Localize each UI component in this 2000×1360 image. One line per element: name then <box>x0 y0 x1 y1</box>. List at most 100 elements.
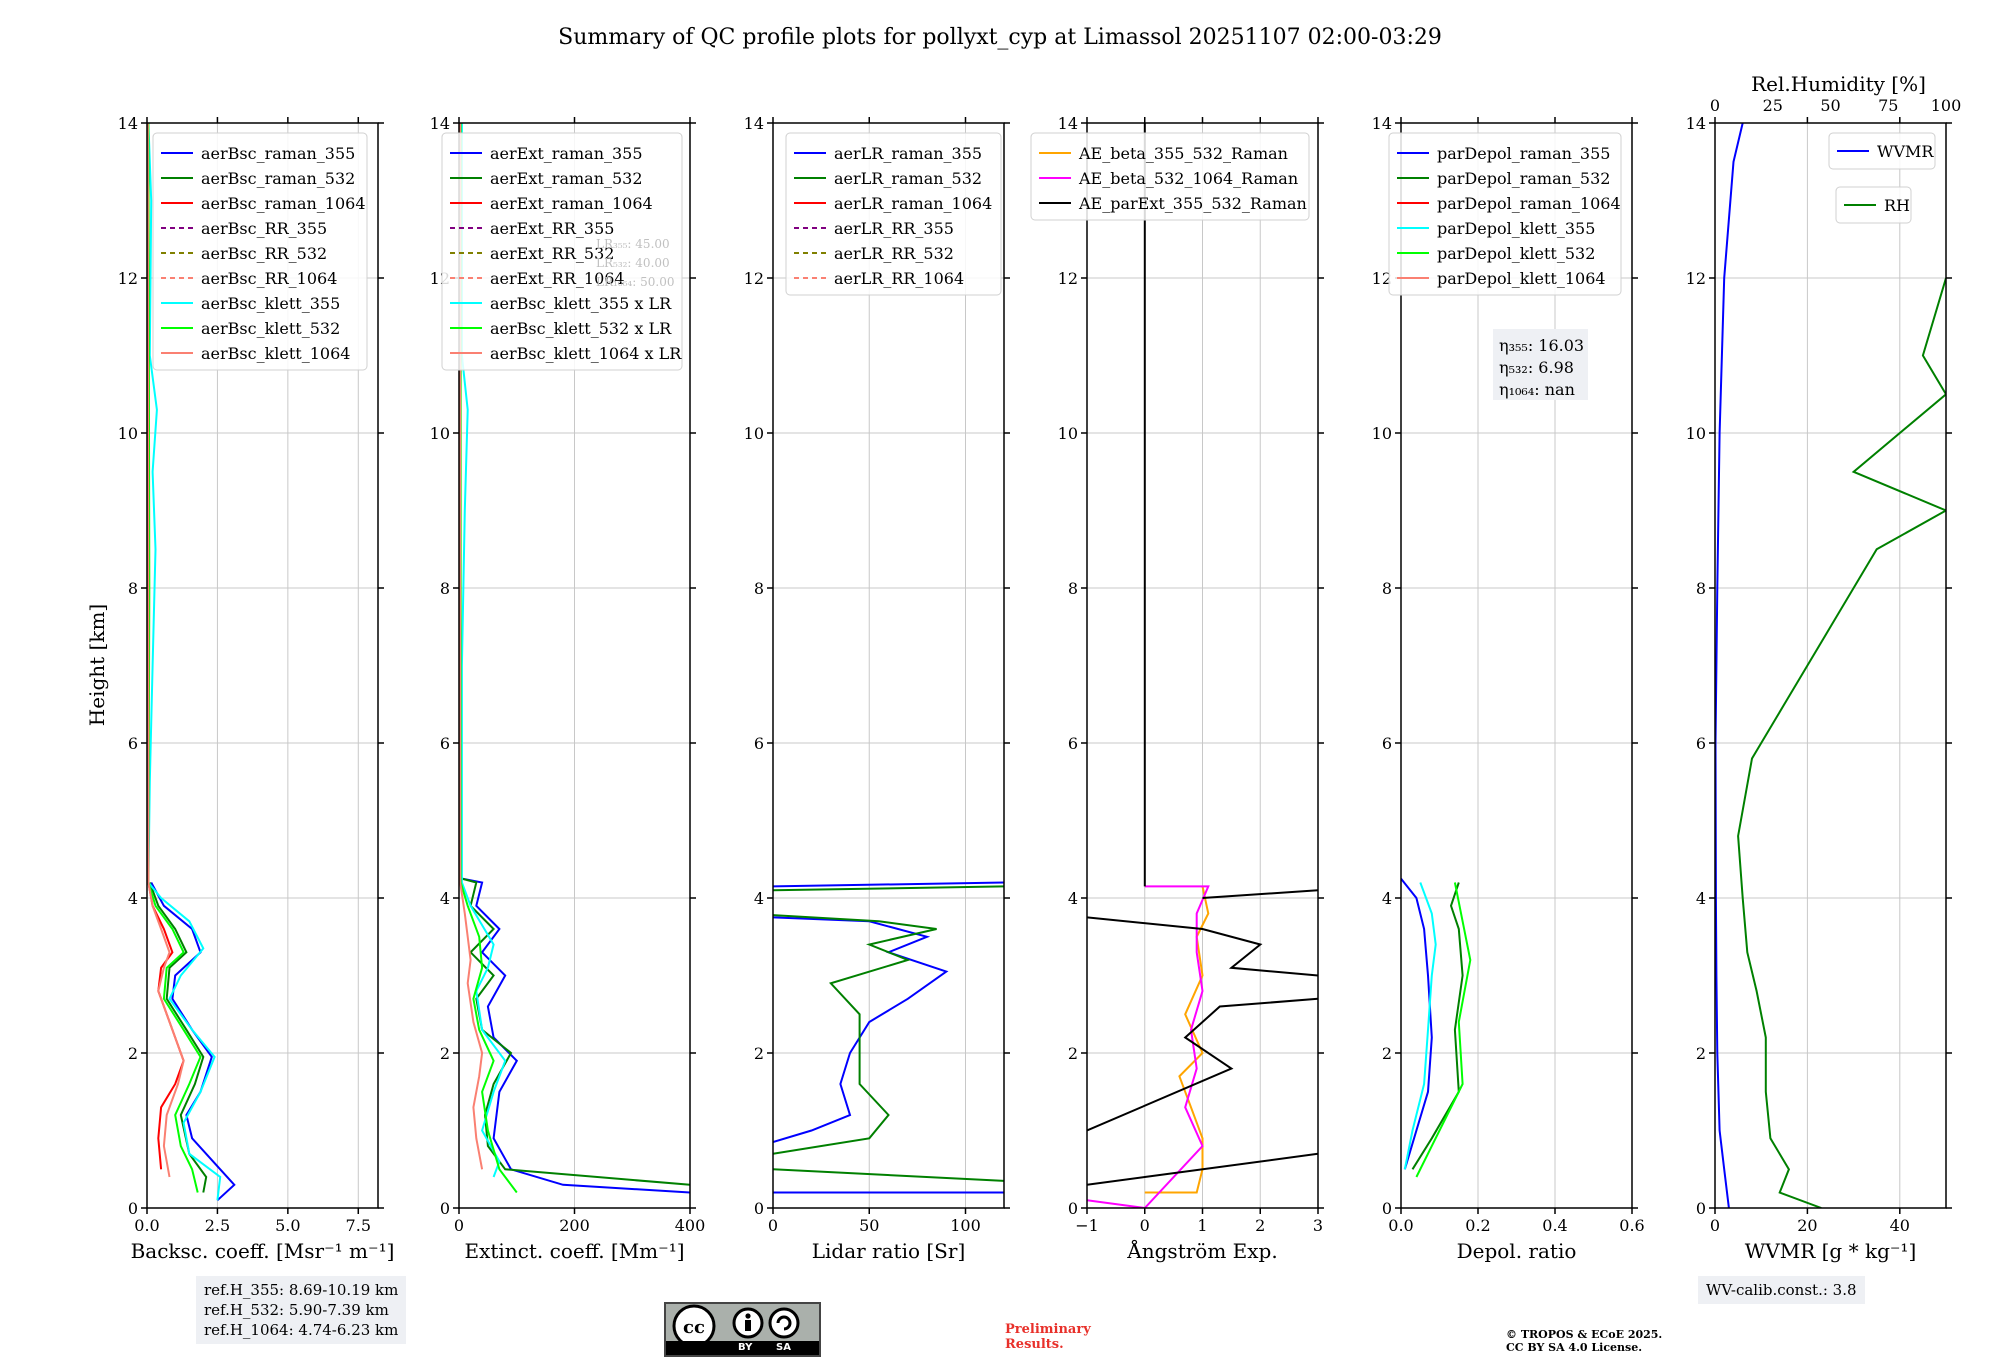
y-tick-label: 4 <box>1068 889 1078 908</box>
legend-label: aerExt_RR_355 <box>490 219 614 238</box>
y-tick-label: 6 <box>440 734 450 753</box>
legend-label: parDepol_raman_355 <box>1437 144 1610 163</box>
y-tick-label: 12 <box>1372 269 1392 288</box>
top-x-axis-label: Rel.Humidity [%] <box>1751 72 1926 96</box>
x-tick-label: 20 <box>1797 1216 1817 1235</box>
y-tick-label: 6 <box>128 734 138 753</box>
legend-label: aerBsc_raman_532 <box>201 169 355 188</box>
y-tick-label: 8 <box>1696 579 1706 598</box>
series-line-aerLR_raman_355_top <box>773 881 1004 888</box>
axes-frame-wv <box>1714 122 1947 1209</box>
y-tick-label: 6 <box>1696 734 1706 753</box>
svg-text:cc: cc <box>683 1317 705 1338</box>
top-x-tick-label: 25 <box>1763 96 1783 115</box>
y-axis-label: Height [km] <box>85 604 109 726</box>
legend-label: aerBsc_raman_355 <box>201 144 355 163</box>
grid-wv <box>1714 122 1946 1209</box>
legend-box <box>152 132 368 371</box>
series-line-aerBsc_klett_1064 x LR <box>459 123 484 1170</box>
y-tick-label: 14 <box>1058 114 1078 133</box>
y-tick-label: 12 <box>118 269 138 288</box>
series-line-WVMR <box>1715 123 1744 1208</box>
grid-ae <box>1086 122 1319 1209</box>
x-tick-label: 40 <box>1890 1216 1910 1235</box>
copyright-note: © TROPOS & ECoE 2025. CC BY SA 4.0 Licen… <box>1506 1328 1662 1354</box>
axes-frame-lr <box>772 122 1005 1209</box>
legend-label: parDepol_klett_532 <box>1437 244 1595 263</box>
x-tick-label: 3 <box>1313 1216 1323 1235</box>
x-tick-label: 2.5 <box>205 1216 230 1235</box>
y-tick-label: 10 <box>118 424 138 443</box>
y-tick-label: 14 <box>118 114 138 133</box>
depol-annotation-text: η₅₃₂: 6.98 <box>1499 358 1574 377</box>
x-axis-label-wv: WVMR [g * kg⁻¹] <box>1745 1239 1917 1263</box>
legend-label: AE_beta_355_532_Raman <box>1078 144 1288 163</box>
legend-label: aerBsc_klett_532 <box>201 319 340 338</box>
legend-label: AE_beta_532_1064_Raman <box>1078 169 1298 188</box>
x-tick-label: 400 <box>675 1216 706 1235</box>
legend-label: aerLR_RR_1064 <box>834 269 964 288</box>
y-tick-label: 12 <box>1686 269 1706 288</box>
legend-label: aerLR_RR_532 <box>834 244 954 263</box>
legend-box <box>785 132 1002 296</box>
legend-label: aerLR_RR_355 <box>834 219 954 238</box>
figure-title: Summary of QC profile plots for pollyxt_… <box>558 25 1442 50</box>
series-line-AE_parExt_up <box>1087 916 1318 977</box>
x-tick-label: 0 <box>1140 1216 1150 1235</box>
legend-box <box>1828 132 1936 170</box>
x-tick-label: 2 <box>1255 1216 1265 1235</box>
axes-frame-depol <box>1400 122 1633 1209</box>
y-tick-label: 0 <box>440 1199 450 1218</box>
series-line-aerBsc_raman_355 <box>150 882 236 1202</box>
depol-annotation-box <box>1493 329 1588 400</box>
legend-label: aerBsc_RR_532 <box>201 244 327 263</box>
x-axis-label-ext: Extinct. coeff. [Mm⁻¹] <box>464 1239 684 1263</box>
x-tick-label: 0.6 <box>1619 1216 1644 1235</box>
legend-label: aerLR_raman_532 <box>834 169 982 188</box>
y-tick-label: 0 <box>128 1199 138 1218</box>
legend-label: aerBsc_klett_355 <box>201 294 340 313</box>
x-axis-label-bsc: Backsc. coeff. [Msr⁻¹ m⁻¹] <box>131 1239 395 1263</box>
series-line-parDepol_raman_355 <box>1401 877 1433 1170</box>
series-group-ext <box>459 123 690 1194</box>
series-group-lr <box>773 881 1004 1194</box>
series-line-parDepol_raman_532 <box>1411 882 1464 1170</box>
legend-label: aerExt_raman_532 <box>490 169 643 188</box>
x-axis-label-depol: Depol. ratio <box>1457 1239 1577 1263</box>
x-tick-label: 200 <box>559 1216 590 1235</box>
legend-label: aerExt_RR_1064 <box>490 269 625 288</box>
y-tick-label: 14 <box>1686 114 1706 133</box>
legend-label: RH <box>1884 196 1910 215</box>
y-tick-label: 2 <box>440 1044 450 1063</box>
x-tick-label: 0 <box>454 1216 464 1235</box>
legend-ae: AE_beta_355_532_Raman AE_beta_532_1064_Ra… <box>1030 132 1310 221</box>
series-line-aerBsc_klett_532 x LR <box>459 123 518 1194</box>
y-tick-label: 8 <box>1068 579 1078 598</box>
series-line-parDepol_klett_355 <box>1403 882 1437 1170</box>
y-tick-label: 2 <box>754 1044 764 1063</box>
top-x-tick-label: 50 <box>1820 96 1840 115</box>
legend-label: aerLR_raman_355 <box>834 144 982 163</box>
y-tick-label: 8 <box>754 579 764 598</box>
y-tick-label: 4 <box>754 889 764 908</box>
y-tick-label: 12 <box>744 269 764 288</box>
series-group-bsc <box>147 123 236 1202</box>
ref-height-355: ref.H_355: 8.69-10.19 km <box>204 1281 399 1299</box>
legend-box <box>1388 132 1622 296</box>
x-axis-label-ae: Ångström Exp. <box>1126 1238 1277 1263</box>
x-tick-label: 0 <box>768 1216 778 1235</box>
y-tick-label: 6 <box>1382 734 1392 753</box>
legend-label: aerExt_raman_1064 <box>490 194 653 213</box>
series-line-aerBsc_klett_355 <box>147 123 222 1201</box>
x-tick-label: 0 <box>1710 1216 1720 1235</box>
series-line-AE_parExt_low <box>1087 1152 1318 1186</box>
top-x-tick-label: 0 <box>1710 96 1720 115</box>
series-line-aerLR_raman_532_top <box>773 885 1004 892</box>
legend-label: aerExt_raman_355 <box>490 144 643 163</box>
cc-license-badge: cc BY SA <box>664 1302 821 1357</box>
y-tick-label: 4 <box>440 889 450 908</box>
x-tick-label: 0.0 <box>134 1216 159 1235</box>
